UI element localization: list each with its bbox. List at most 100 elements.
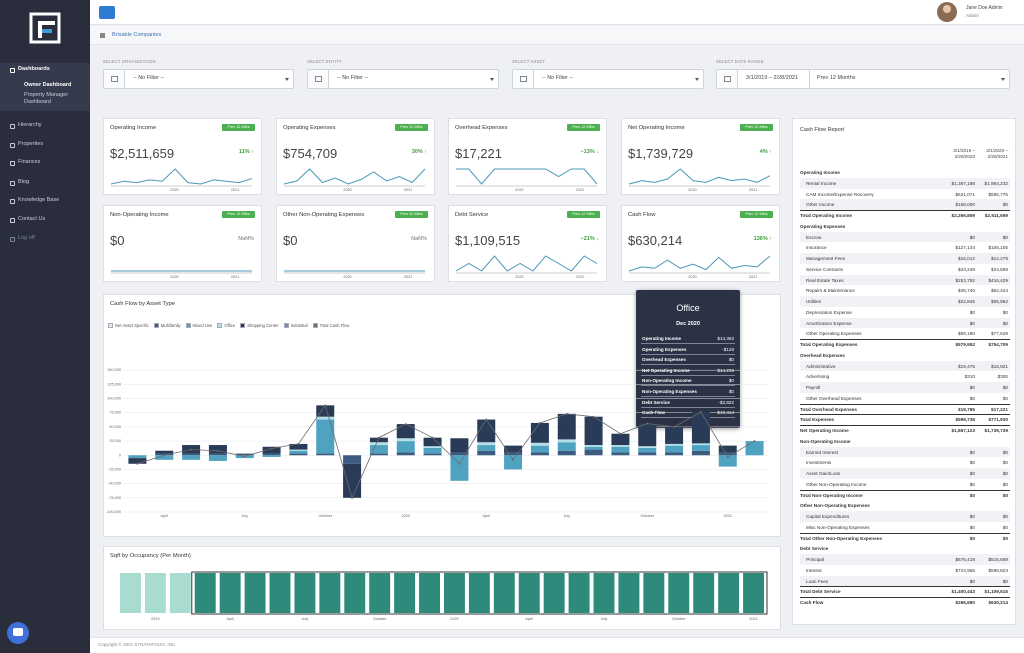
menu-button[interactable] bbox=[99, 6, 115, 19]
user-name[interactable]: Jane Doe Admin bbox=[966, 5, 1003, 11]
kpi-change: NaN% bbox=[238, 236, 254, 242]
kpi-value: $1,739,729 bbox=[628, 146, 694, 161]
report-cell: $676,418 bbox=[955, 557, 975, 562]
report-row-label: Advertising bbox=[806, 374, 830, 380]
nav-icon bbox=[10, 68, 15, 73]
legend-label: Multifamily bbox=[160, 323, 181, 328]
kpi-value: $0 bbox=[110, 233, 125, 248]
kpi-title: Operating Income bbox=[110, 125, 157, 131]
report-row-rule bbox=[800, 586, 1010, 588]
kpi-badge: Prev 12 Mths bbox=[567, 211, 600, 218]
nav-item[interactable]: Owner Dashboard bbox=[24, 82, 72, 88]
tooltip-row-value: $10,414 bbox=[717, 410, 734, 416]
nav-icon bbox=[10, 181, 15, 186]
legend-label: Mixed Use bbox=[192, 323, 213, 328]
nav-item[interactable]: Contact Us bbox=[18, 216, 46, 222]
report-row-label: Repairs & Maintenance bbox=[806, 288, 855, 294]
filter-select[interactable]: -- No Filter -- bbox=[512, 69, 704, 89]
nav-item[interactable]: Dashboards bbox=[18, 66, 50, 72]
kpi-change: −21% ↓ bbox=[580, 236, 600, 242]
report-cell: $0 bbox=[969, 385, 975, 390]
nav-item[interactable]: Blog bbox=[18, 179, 30, 185]
tooltip-row-line bbox=[641, 353, 735, 355]
nav-icon bbox=[10, 199, 15, 204]
report-row-label: Debt Service bbox=[800, 546, 829, 552]
tooltip-row-value: -$3,822 bbox=[718, 399, 734, 405]
filter-select[interactable]: -- No Filter -- bbox=[307, 69, 499, 89]
report-row-shade bbox=[800, 511, 1010, 522]
report-cell: $598,823 bbox=[988, 567, 1008, 573]
kpi-badge: Prev 12 Mths bbox=[395, 211, 428, 218]
legend-item[interactable]: Multifamily bbox=[153, 323, 181, 328]
report-cell: $754,709 bbox=[988, 342, 1008, 347]
nav-item[interactable]: Properties bbox=[18, 141, 44, 147]
filter-icon bbox=[111, 76, 118, 82]
report-row-label: Total Operating Income bbox=[800, 213, 853, 218]
report-row-shade bbox=[800, 317, 1010, 329]
nav-item[interactable]: Property Manager Dashboard bbox=[24, 92, 69, 105]
report-column-header: 3/1/2020 – 2/28/2021 bbox=[986, 148, 1008, 159]
report-cell: $1,109,515 bbox=[984, 589, 1008, 595]
report-row-rule bbox=[800, 597, 1010, 598]
report-row-label: Operating Expenses bbox=[800, 223, 846, 229]
report-cell: $300 bbox=[997, 374, 1008, 380]
legend-item[interactable]: Industrial bbox=[283, 323, 308, 328]
nav-item[interactable]: Log off bbox=[18, 235, 35, 241]
report-cell: $0 bbox=[1002, 578, 1008, 584]
kpi-value: $0 bbox=[283, 233, 298, 248]
report-cell: $0 bbox=[1002, 514, 1008, 519]
report-cell: $35,740 bbox=[958, 288, 975, 294]
legend-item[interactable]: Net Asset Specific bbox=[108, 323, 149, 328]
report-cell: $24,559 bbox=[991, 266, 1008, 272]
report-row-label: Other Non-Operating Expenses bbox=[800, 503, 870, 509]
legend-item[interactable]: Shopping Center bbox=[240, 323, 279, 328]
report-row-label: Total Debt Service bbox=[800, 589, 841, 595]
filter-value: 3/1/2019 – 2/28/2021 bbox=[746, 75, 798, 81]
report-row-label: Other Non-Operating Income bbox=[806, 481, 867, 487]
report-cell: $0 bbox=[1002, 385, 1008, 390]
kpi-badge: Prev 12 Mths bbox=[567, 124, 600, 131]
legend-label: Net Asset Specific bbox=[115, 323, 149, 328]
nav-item[interactable]: Hierarchy bbox=[18, 122, 42, 128]
report-row-rule bbox=[800, 414, 1010, 416]
kpi-title: Other Non-Operating Expenses bbox=[283, 212, 365, 218]
legend-label: Industrial bbox=[290, 323, 308, 328]
tooltip-row-label: Non-Operating Expenses bbox=[642, 389, 697, 394]
report-cell: $1,667,123 bbox=[951, 428, 975, 433]
user-role[interactable]: Admin bbox=[966, 13, 979, 18]
legend-item[interactable]: Total Cash Flow bbox=[312, 323, 349, 328]
nav-icon bbox=[10, 143, 15, 148]
nav-icon bbox=[10, 237, 15, 242]
filter-icon bbox=[724, 76, 731, 82]
report-row-label: Payroll bbox=[806, 385, 821, 390]
breadcrumb-link[interactable]: Brixable Companies bbox=[112, 32, 162, 38]
kpi-change: NaN% bbox=[411, 236, 427, 242]
legend-label: Office bbox=[224, 323, 236, 328]
nav-item[interactable]: Finances bbox=[18, 159, 41, 165]
report-row-shade bbox=[800, 177, 1010, 189]
report-cell: $1,954,232 bbox=[984, 180, 1008, 186]
report-row-label: Other Overhead Expenses bbox=[806, 395, 862, 401]
nav-item[interactable]: Knowledge Base bbox=[18, 197, 60, 203]
legend-item[interactable]: Office bbox=[217, 323, 235, 328]
legend-item[interactable]: Mixed Use bbox=[185, 323, 213, 328]
report-row-label: Other Operating Expenses bbox=[806, 331, 862, 337]
report-cell: $630,214 bbox=[988, 600, 1008, 605]
kpi-value: $1,109,515 bbox=[455, 233, 521, 248]
report-cell: $416,429 bbox=[988, 277, 1008, 283]
filter-label: SELECT ENTITY bbox=[307, 59, 342, 64]
filter-select[interactable]: 3/1/2019 – 2/28/2021 Prev 12 Months bbox=[716, 69, 1010, 89]
filter-icon bbox=[315, 76, 322, 82]
report-cell: $0 bbox=[1002, 481, 1008, 487]
footer-bar bbox=[90, 637, 1024, 653]
dropdown-caret bbox=[490, 78, 494, 81]
report-cell: $555,776 bbox=[988, 191, 1008, 197]
filter-select[interactable]: -- No Filter -- bbox=[103, 69, 294, 89]
nav-icon bbox=[10, 218, 15, 223]
report-cell: $0 bbox=[969, 492, 975, 498]
filter-icon-box bbox=[717, 70, 738, 88]
legend-swatch bbox=[240, 323, 246, 328]
top-header bbox=[90, 0, 1024, 25]
report-cell: $19,785 bbox=[958, 406, 975, 412]
date-preset[interactable]: Prev 12 Months bbox=[817, 75, 856, 81]
